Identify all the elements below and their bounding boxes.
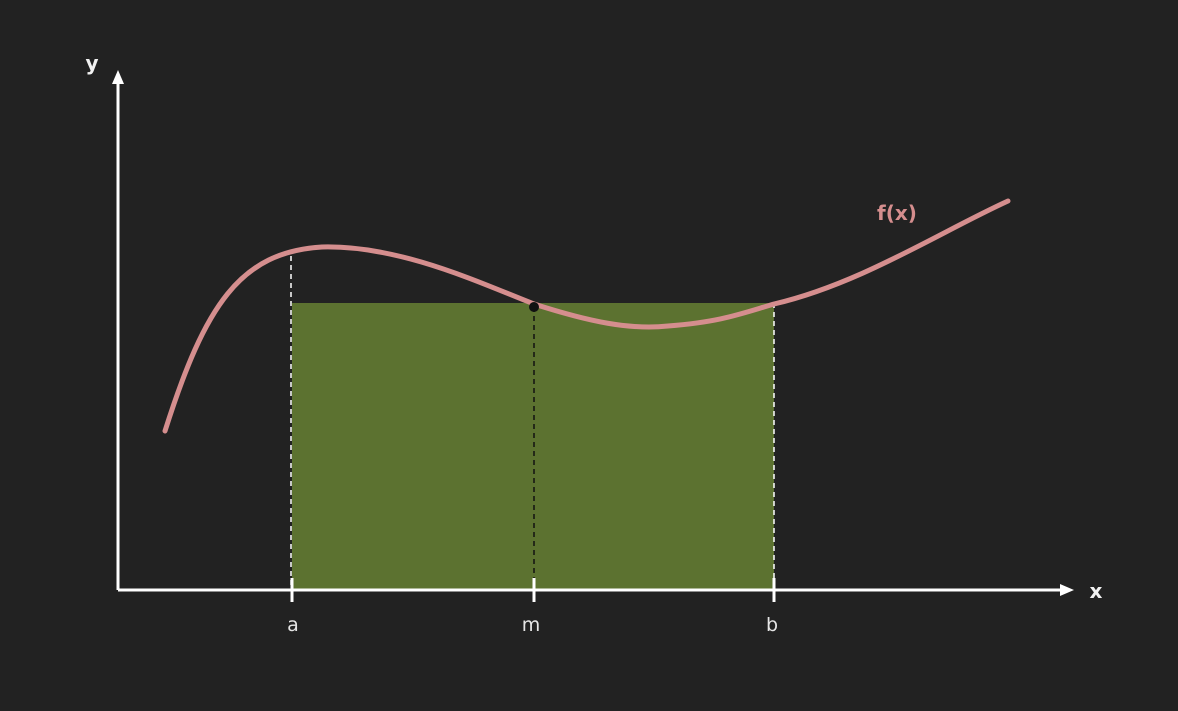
midpoint-marker xyxy=(529,302,539,312)
tick-label-m: m xyxy=(522,614,541,636)
curve-label: f(x) xyxy=(877,201,917,225)
midpoint-rectangle xyxy=(292,303,774,590)
x-axis-label: x xyxy=(1090,579,1103,603)
function-curve xyxy=(162,198,1011,434)
tick-label-a: a xyxy=(287,614,299,636)
y-axis-arrowhead xyxy=(112,70,124,84)
y-axis-label: y xyxy=(85,51,98,75)
tick-label-b: b xyxy=(766,614,778,636)
x-axis-arrowhead xyxy=(1060,584,1074,596)
